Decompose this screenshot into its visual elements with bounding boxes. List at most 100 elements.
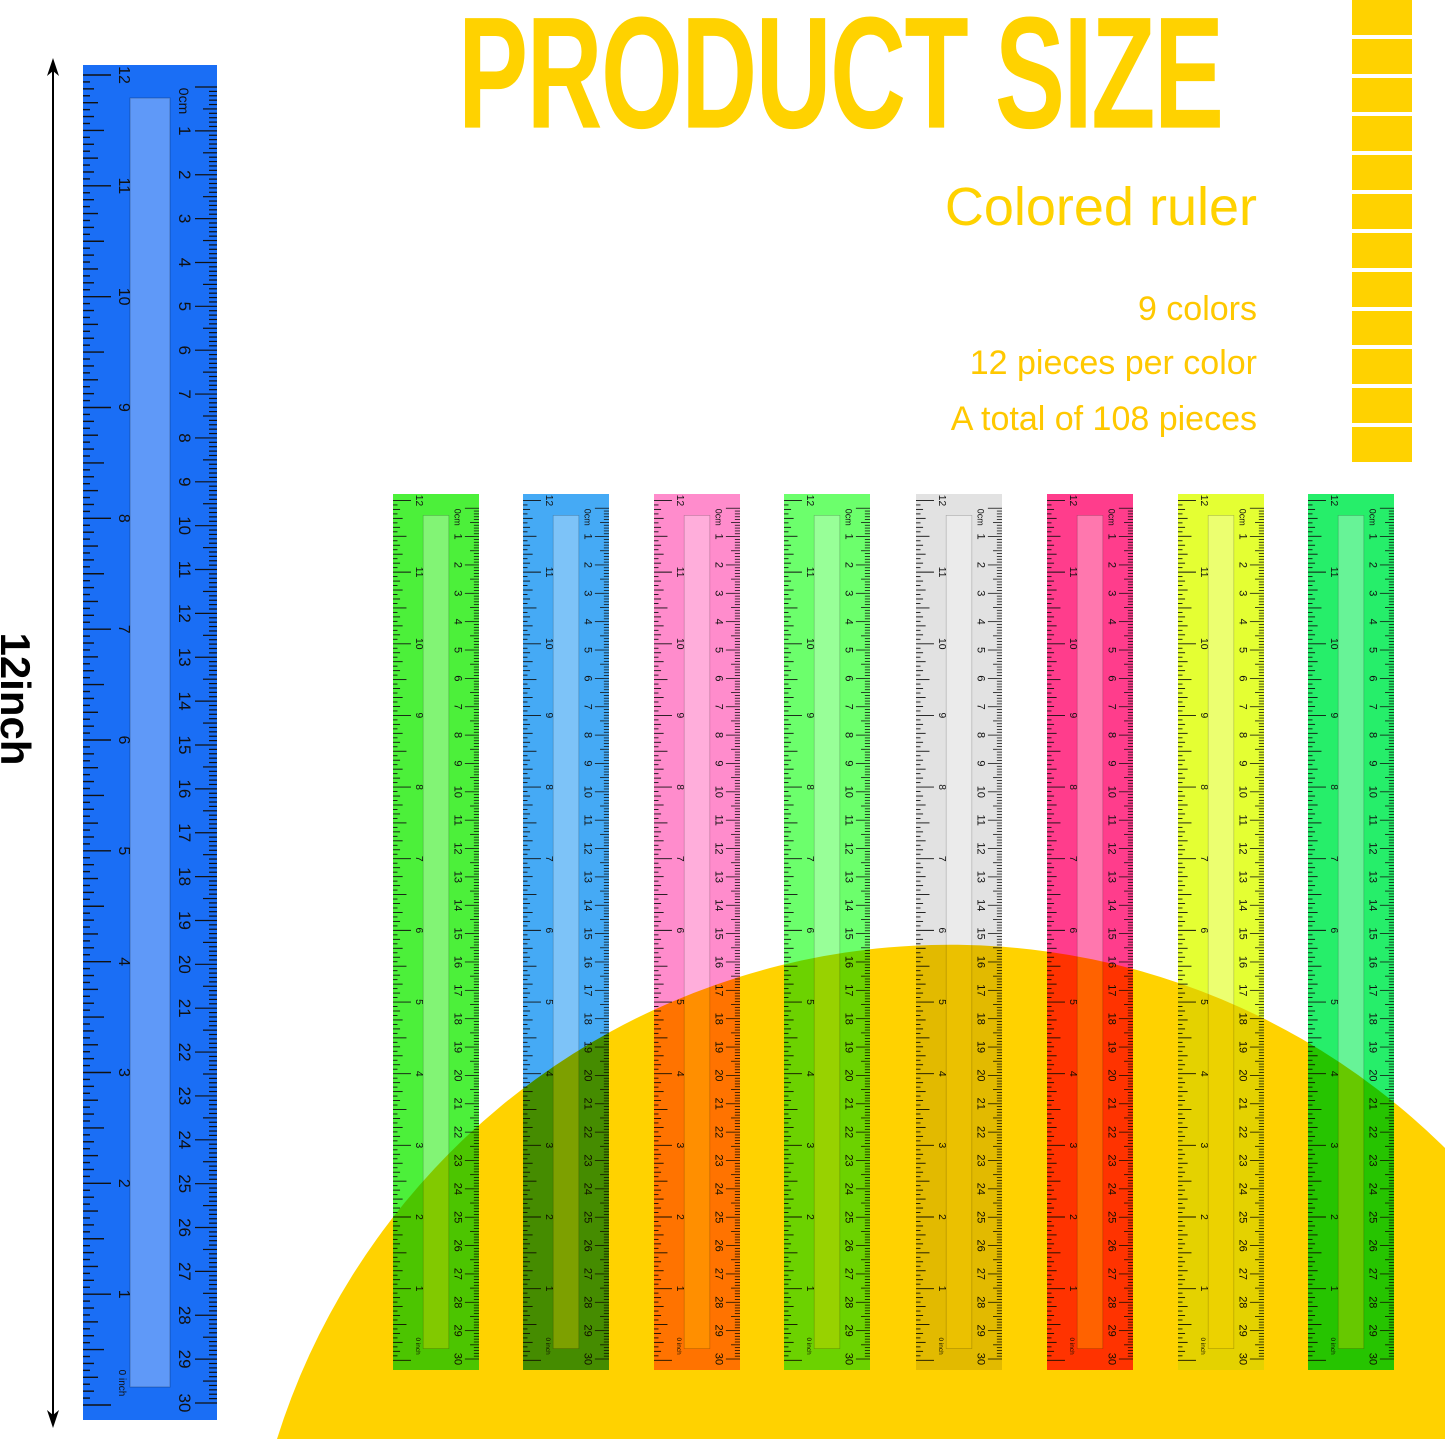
cm-label: 6 <box>843 675 855 681</box>
cm-label: 24 <box>975 1183 987 1195</box>
cm-label: 17 <box>1367 984 1379 996</box>
cm-label: 22 <box>713 1126 725 1138</box>
inch-label: 3 <box>674 1142 685 1148</box>
cm-label: 26 <box>1367 1239 1379 1251</box>
cm-label: 10 <box>452 786 464 798</box>
cm-label: 28 <box>1106 1296 1118 1308</box>
cm-label: 28 <box>175 1306 194 1325</box>
cm-label: 25 <box>452 1211 464 1223</box>
inch-label: 8 <box>115 514 132 523</box>
cm-label: 20 <box>975 1069 987 1081</box>
cm-label: 12 <box>713 842 725 854</box>
cm-label: 3 <box>713 590 725 596</box>
cm-label: 18 <box>582 1013 594 1025</box>
inch-label: 4 <box>1198 1071 1209 1077</box>
cm-label: 0cm <box>1107 509 1117 526</box>
inch-label: 7 <box>804 856 815 862</box>
cm-label: 9 <box>1367 760 1379 766</box>
spec-colors: 9 colors <box>1137 290 1257 328</box>
inch-label: 3 <box>413 1142 424 1148</box>
cm-label: 21 <box>1367 1098 1379 1110</box>
cm-label: 16 <box>1237 956 1249 968</box>
inch-label: 10 <box>936 638 947 650</box>
inch-label: 7 <box>936 856 947 862</box>
cm-label: 1 <box>175 126 194 135</box>
cm-label: 21 <box>452 1098 464 1110</box>
cm-label: 22 <box>1367 1126 1379 1138</box>
cm-label: 20 <box>1106 1069 1118 1081</box>
cm-label: 20 <box>713 1069 725 1081</box>
inch-label: 6 <box>936 928 947 934</box>
inch-label: 10 <box>413 638 424 650</box>
cm-label: 18 <box>713 1013 725 1025</box>
inch-label: 10 <box>1067 638 1078 650</box>
cm-label: 16 <box>1367 956 1379 968</box>
inch-label: 7 <box>115 625 132 634</box>
cm-label: 1 <box>582 534 594 540</box>
cm-label: 8 <box>975 732 987 738</box>
cm-label: 3 <box>1237 590 1249 596</box>
inch-label: 1 <box>543 1286 554 1292</box>
cm-label: 7 <box>452 704 464 710</box>
inch-label: 4 <box>413 1071 424 1077</box>
cm-label: 13 <box>1237 871 1249 883</box>
inch-label: 2 <box>115 1179 132 1188</box>
inch-label: 0 inch <box>937 1337 944 1355</box>
inch-label: 0 inch <box>675 1337 682 1355</box>
cm-label: 7 <box>975 704 987 710</box>
cm-label: 1 <box>975 534 987 540</box>
inch-label: 5 <box>1198 999 1209 1005</box>
page-title: PRODUCT SIZE <box>458 0 1224 163</box>
cm-label: 24 <box>1237 1183 1249 1195</box>
cm-label: 30 <box>1106 1353 1118 1365</box>
inch-label: 5 <box>674 999 685 1005</box>
cm-label: 10 <box>843 786 855 798</box>
cm-label: 23 <box>582 1154 594 1166</box>
inch-label: 7 <box>413 856 424 862</box>
cm-label: 2 <box>843 562 855 568</box>
cm-label: 27 <box>1237 1268 1249 1280</box>
inch-label: 6 <box>543 928 554 934</box>
cm-label: 17 <box>843 984 855 996</box>
inch-label: 2 <box>936 1214 947 1220</box>
inch-label: 12 <box>804 495 815 507</box>
cm-label: 25 <box>582 1211 594 1223</box>
cm-label: 22 <box>1106 1126 1118 1138</box>
inch-label: 11 <box>1067 567 1078 578</box>
cm-label: 17 <box>1106 984 1118 996</box>
cm-label: 26 <box>843 1239 855 1251</box>
inch-label: 9 <box>413 713 424 719</box>
small-ruler: 0 inch 1 2 3 4 5 6 7 8 9 10 11 12 0cm 1 2 3 4 5 6 7 8 9 10 11 12 1… <box>1308 494 1394 1370</box>
cm-label: 2 <box>582 562 594 568</box>
inch-label: 3 <box>804 1142 815 1148</box>
inch-label: 12 <box>115 66 132 84</box>
cm-label: 13 <box>843 871 855 883</box>
inch-label: 10 <box>804 638 815 650</box>
cm-label: 16 <box>452 956 464 968</box>
cm-label: 13 <box>452 871 464 883</box>
cm-label: 1 <box>452 534 464 540</box>
inch-label: 2 <box>674 1214 685 1220</box>
inch-label: 6 <box>804 928 815 934</box>
cm-label: 1 <box>713 534 725 540</box>
inch-label: 4 <box>674 1071 685 1077</box>
inch-label: 6 <box>1328 928 1339 934</box>
inch-label: 7 <box>1328 856 1339 862</box>
cm-label: 7 <box>1367 704 1379 710</box>
cm-label: 4 <box>975 619 987 625</box>
cm-label: 23 <box>1367 1154 1379 1166</box>
cm-label: 19 <box>1367 1041 1379 1053</box>
inch-label: 1 <box>413 1286 424 1292</box>
inch-label: 0 inch <box>1068 1337 1075 1355</box>
cm-label: 23 <box>1237 1154 1249 1166</box>
cm-label: 11 <box>582 814 594 825</box>
cm-label: 29 <box>1237 1325 1249 1337</box>
inch-label: 0 inch <box>805 1337 812 1355</box>
inch-label: 6 <box>1198 928 1209 934</box>
large-ruler: 0 inch 1 2 3 4 5 6 7 8 9 10 11 12 0cm 1 2 3 4 5 6 7 8 9 10 11 12 1… <box>83 65 217 1420</box>
cm-label: 2 <box>713 562 725 568</box>
cm-label: 18 <box>1237 1013 1249 1025</box>
inch-label: 0 inch <box>116 1370 127 1397</box>
cm-label: 1 <box>843 534 855 540</box>
inch-label: 5 <box>936 999 947 1005</box>
